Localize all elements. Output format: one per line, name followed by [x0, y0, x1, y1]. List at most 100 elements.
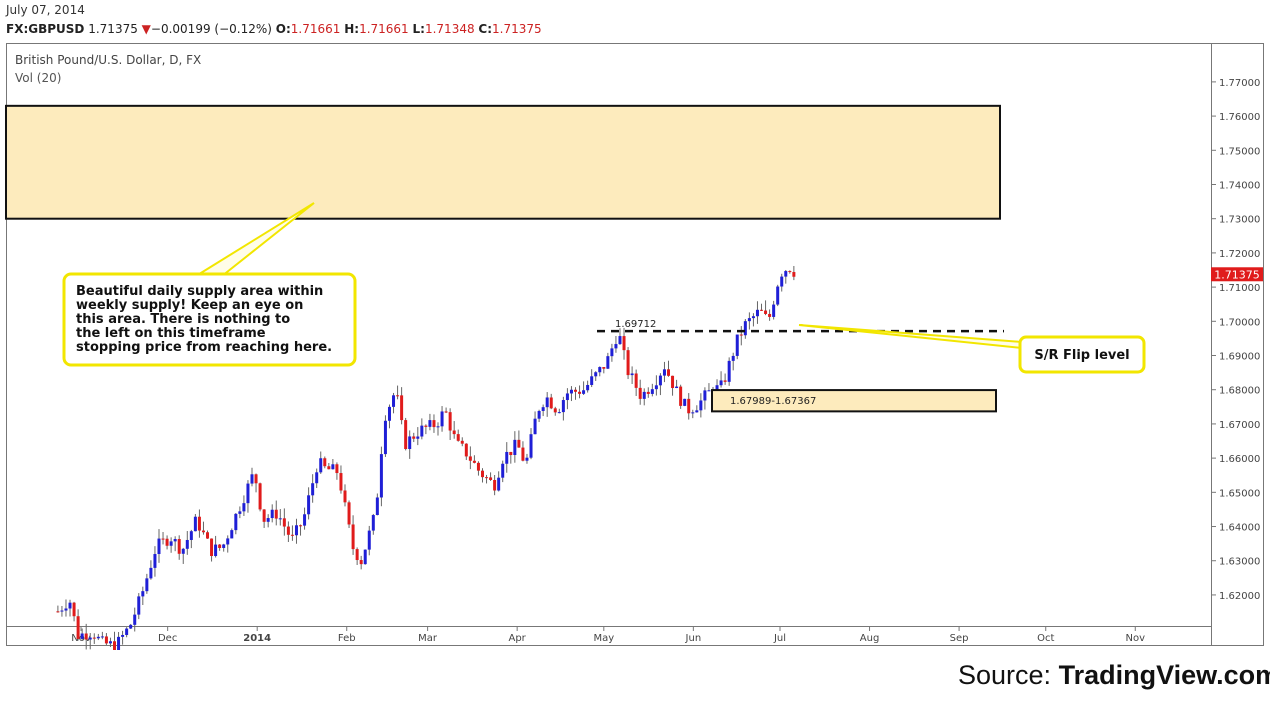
candle-body [731, 355, 735, 361]
price-change: −0.00199 (−0.12%) [150, 22, 272, 36]
candle-body [347, 502, 351, 525]
candle-body [319, 458, 323, 473]
time-tick-label: Feb [338, 633, 356, 644]
candle-body [375, 497, 379, 516]
candle-body [764, 310, 768, 314]
candle-body [64, 608, 68, 611]
candle-body [117, 636, 121, 650]
candle-body [650, 389, 654, 394]
candle-body [671, 375, 675, 389]
candle-body [351, 524, 355, 550]
candle-body [707, 390, 711, 392]
candle-body [468, 456, 472, 461]
candle-body [88, 637, 92, 640]
plot-area-border [6, 43, 1264, 646]
candle-body [489, 477, 493, 480]
high-label: H: [344, 22, 360, 36]
sr-callout-pointer [798, 324, 1023, 350]
candle-body [72, 602, 76, 617]
candle-body [404, 420, 408, 450]
candle-body [327, 466, 331, 470]
candle-body [428, 420, 432, 427]
candle-body [662, 369, 666, 376]
candle-body [626, 350, 630, 376]
candle-body [250, 474, 254, 484]
candle-body [420, 425, 424, 437]
source-prefix: Source: [958, 660, 1052, 690]
last-price-tag [1211, 267, 1263, 282]
candle-body [234, 513, 238, 531]
low-label: L: [412, 22, 425, 36]
candle-body [573, 389, 577, 392]
time-tick-label: Aug [860, 633, 880, 644]
candle-body [509, 451, 513, 456]
candle-body [517, 439, 521, 448]
candle-body [396, 395, 400, 397]
candle-body [497, 477, 501, 491]
candle-body [129, 624, 133, 629]
candle-body [582, 390, 586, 394]
supply-callout-text: Beautiful daily supply area within weekl… [76, 284, 332, 355]
last-price: 1.71375 [88, 22, 138, 36]
candle-body [242, 503, 246, 512]
candle-body [703, 390, 707, 401]
candle-body [549, 397, 553, 409]
time-tick-label: Mar [418, 633, 438, 644]
candle-body [359, 560, 363, 565]
candle-body [274, 509, 278, 519]
candle-body [383, 420, 387, 455]
price-tick-label: 1.63000 [1219, 557, 1260, 568]
candle-body [230, 530, 234, 539]
source-brand[interactable]: TradingView.com [1058, 660, 1270, 690]
volume-indicator-label[interactable]: Vol (20) [15, 71, 61, 85]
candle-body [56, 611, 60, 613]
candle-body [654, 385, 658, 390]
candle-body [214, 544, 218, 557]
candle-body [193, 516, 197, 532]
candle-body [610, 348, 614, 357]
candle-body [222, 544, 226, 548]
candle-body [743, 321, 747, 336]
candle-body [448, 412, 452, 431]
candle-body [444, 411, 448, 413]
candle-body [784, 271, 788, 277]
daily-supply-zone[interactable] [5, 104, 1001, 220]
time-tick-label: Jul [773, 633, 786, 644]
candle-body [258, 483, 262, 510]
symbol-label[interactable]: FX:GBPUSD [6, 22, 85, 36]
candle-body [323, 458, 327, 467]
candle-body [84, 633, 88, 640]
candles [56, 265, 796, 650]
callout-line: this area. There is nothing to [76, 312, 290, 327]
candle-body [392, 395, 396, 407]
price-chart[interactable]: British Pound/U.S. Dollar, D, FX Vol (20… [0, 0, 1270, 650]
price-tick-label: 1.76000 [1219, 112, 1260, 123]
candle-body [768, 313, 772, 317]
candle-body [149, 567, 153, 579]
candle-body [485, 477, 489, 479]
price-tick-label: 1.66000 [1219, 454, 1260, 465]
sr-callout-box [1018, 335, 1146, 374]
candle-body [299, 525, 303, 527]
candle-body [501, 463, 505, 478]
candle-body [210, 538, 214, 557]
candle-body [675, 386, 679, 389]
candle-body [185, 539, 189, 549]
candle-body [355, 549, 359, 561]
demand-zone[interactable] [711, 389, 997, 413]
candle-body [335, 464, 339, 474]
candle-body [727, 360, 731, 382]
candle-body [586, 384, 590, 391]
candle-body [133, 614, 137, 625]
candle-body [622, 336, 626, 351]
time-tick-label: 2014 [243, 633, 271, 644]
candle-body [246, 483, 250, 504]
candle-body [113, 641, 117, 650]
candle-body [594, 372, 598, 377]
sr-flip-value-label: 1.69712 [615, 319, 656, 330]
candle-body [565, 393, 569, 401]
candle-body [683, 398, 687, 406]
candle-body [226, 538, 230, 545]
candle-body [614, 344, 618, 349]
price-tick-label: 1.75000 [1219, 146, 1260, 157]
